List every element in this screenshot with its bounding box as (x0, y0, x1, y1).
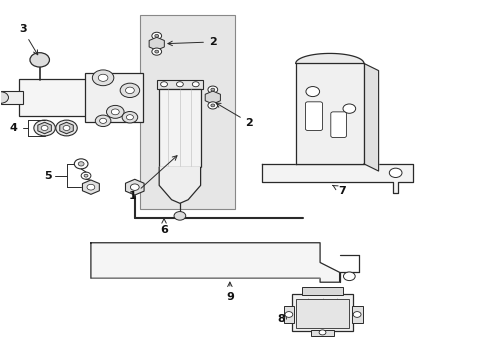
Circle shape (95, 115, 111, 127)
FancyBboxPatch shape (301, 287, 343, 295)
Text: 7: 7 (332, 185, 345, 196)
Circle shape (305, 86, 319, 96)
Polygon shape (261, 164, 412, 193)
Circle shape (285, 312, 292, 318)
Circle shape (122, 112, 138, 123)
FancyBboxPatch shape (0, 91, 22, 104)
FancyBboxPatch shape (159, 89, 200, 167)
Text: 3: 3 (19, 24, 38, 55)
FancyBboxPatch shape (296, 300, 348, 328)
Circle shape (92, 70, 114, 86)
Polygon shape (159, 167, 200, 203)
FancyBboxPatch shape (19, 79, 87, 116)
Circle shape (160, 82, 167, 87)
FancyBboxPatch shape (330, 112, 346, 138)
FancyBboxPatch shape (283, 306, 294, 323)
Circle shape (125, 87, 134, 94)
Circle shape (0, 92, 8, 103)
Text: 2: 2 (216, 103, 253, 128)
Text: 4: 4 (10, 123, 18, 133)
Circle shape (343, 272, 354, 280)
Text: 6: 6 (160, 219, 168, 235)
FancyBboxPatch shape (85, 73, 142, 122)
Circle shape (155, 35, 158, 37)
Circle shape (155, 50, 158, 53)
Circle shape (100, 118, 106, 123)
Circle shape (74, 159, 88, 169)
Circle shape (111, 109, 119, 115)
Circle shape (352, 312, 360, 318)
Circle shape (30, 53, 49, 67)
Circle shape (81, 172, 91, 179)
Text: 1: 1 (128, 156, 177, 201)
Circle shape (176, 82, 183, 87)
Circle shape (207, 86, 217, 93)
Circle shape (87, 184, 95, 190)
Circle shape (388, 168, 401, 177)
Text: 9: 9 (225, 282, 233, 302)
FancyBboxPatch shape (310, 329, 333, 336)
Circle shape (63, 126, 70, 131)
Circle shape (98, 74, 108, 81)
Circle shape (319, 330, 325, 335)
Circle shape (192, 82, 199, 87)
Circle shape (342, 104, 355, 113)
Circle shape (41, 126, 48, 131)
Circle shape (210, 88, 214, 91)
Circle shape (126, 115, 133, 120)
Text: 2: 2 (167, 37, 216, 47)
Polygon shape (140, 15, 234, 209)
Circle shape (207, 102, 217, 109)
Circle shape (120, 83, 140, 98)
Circle shape (152, 48, 161, 55)
Polygon shape (363, 63, 378, 171)
Text: 5: 5 (44, 171, 52, 181)
Polygon shape (295, 63, 363, 164)
Circle shape (56, 120, 77, 136)
Circle shape (130, 184, 139, 190)
Text: 8: 8 (277, 314, 285, 324)
FancyBboxPatch shape (351, 306, 362, 323)
Circle shape (34, 120, 55, 136)
FancyBboxPatch shape (157, 80, 203, 89)
Circle shape (78, 162, 84, 166)
Polygon shape (91, 243, 339, 282)
FancyBboxPatch shape (292, 294, 352, 331)
Circle shape (152, 32, 161, 40)
Circle shape (210, 104, 214, 107)
FancyBboxPatch shape (305, 102, 322, 131)
Circle shape (174, 212, 185, 220)
Circle shape (106, 105, 124, 118)
Circle shape (84, 174, 88, 177)
